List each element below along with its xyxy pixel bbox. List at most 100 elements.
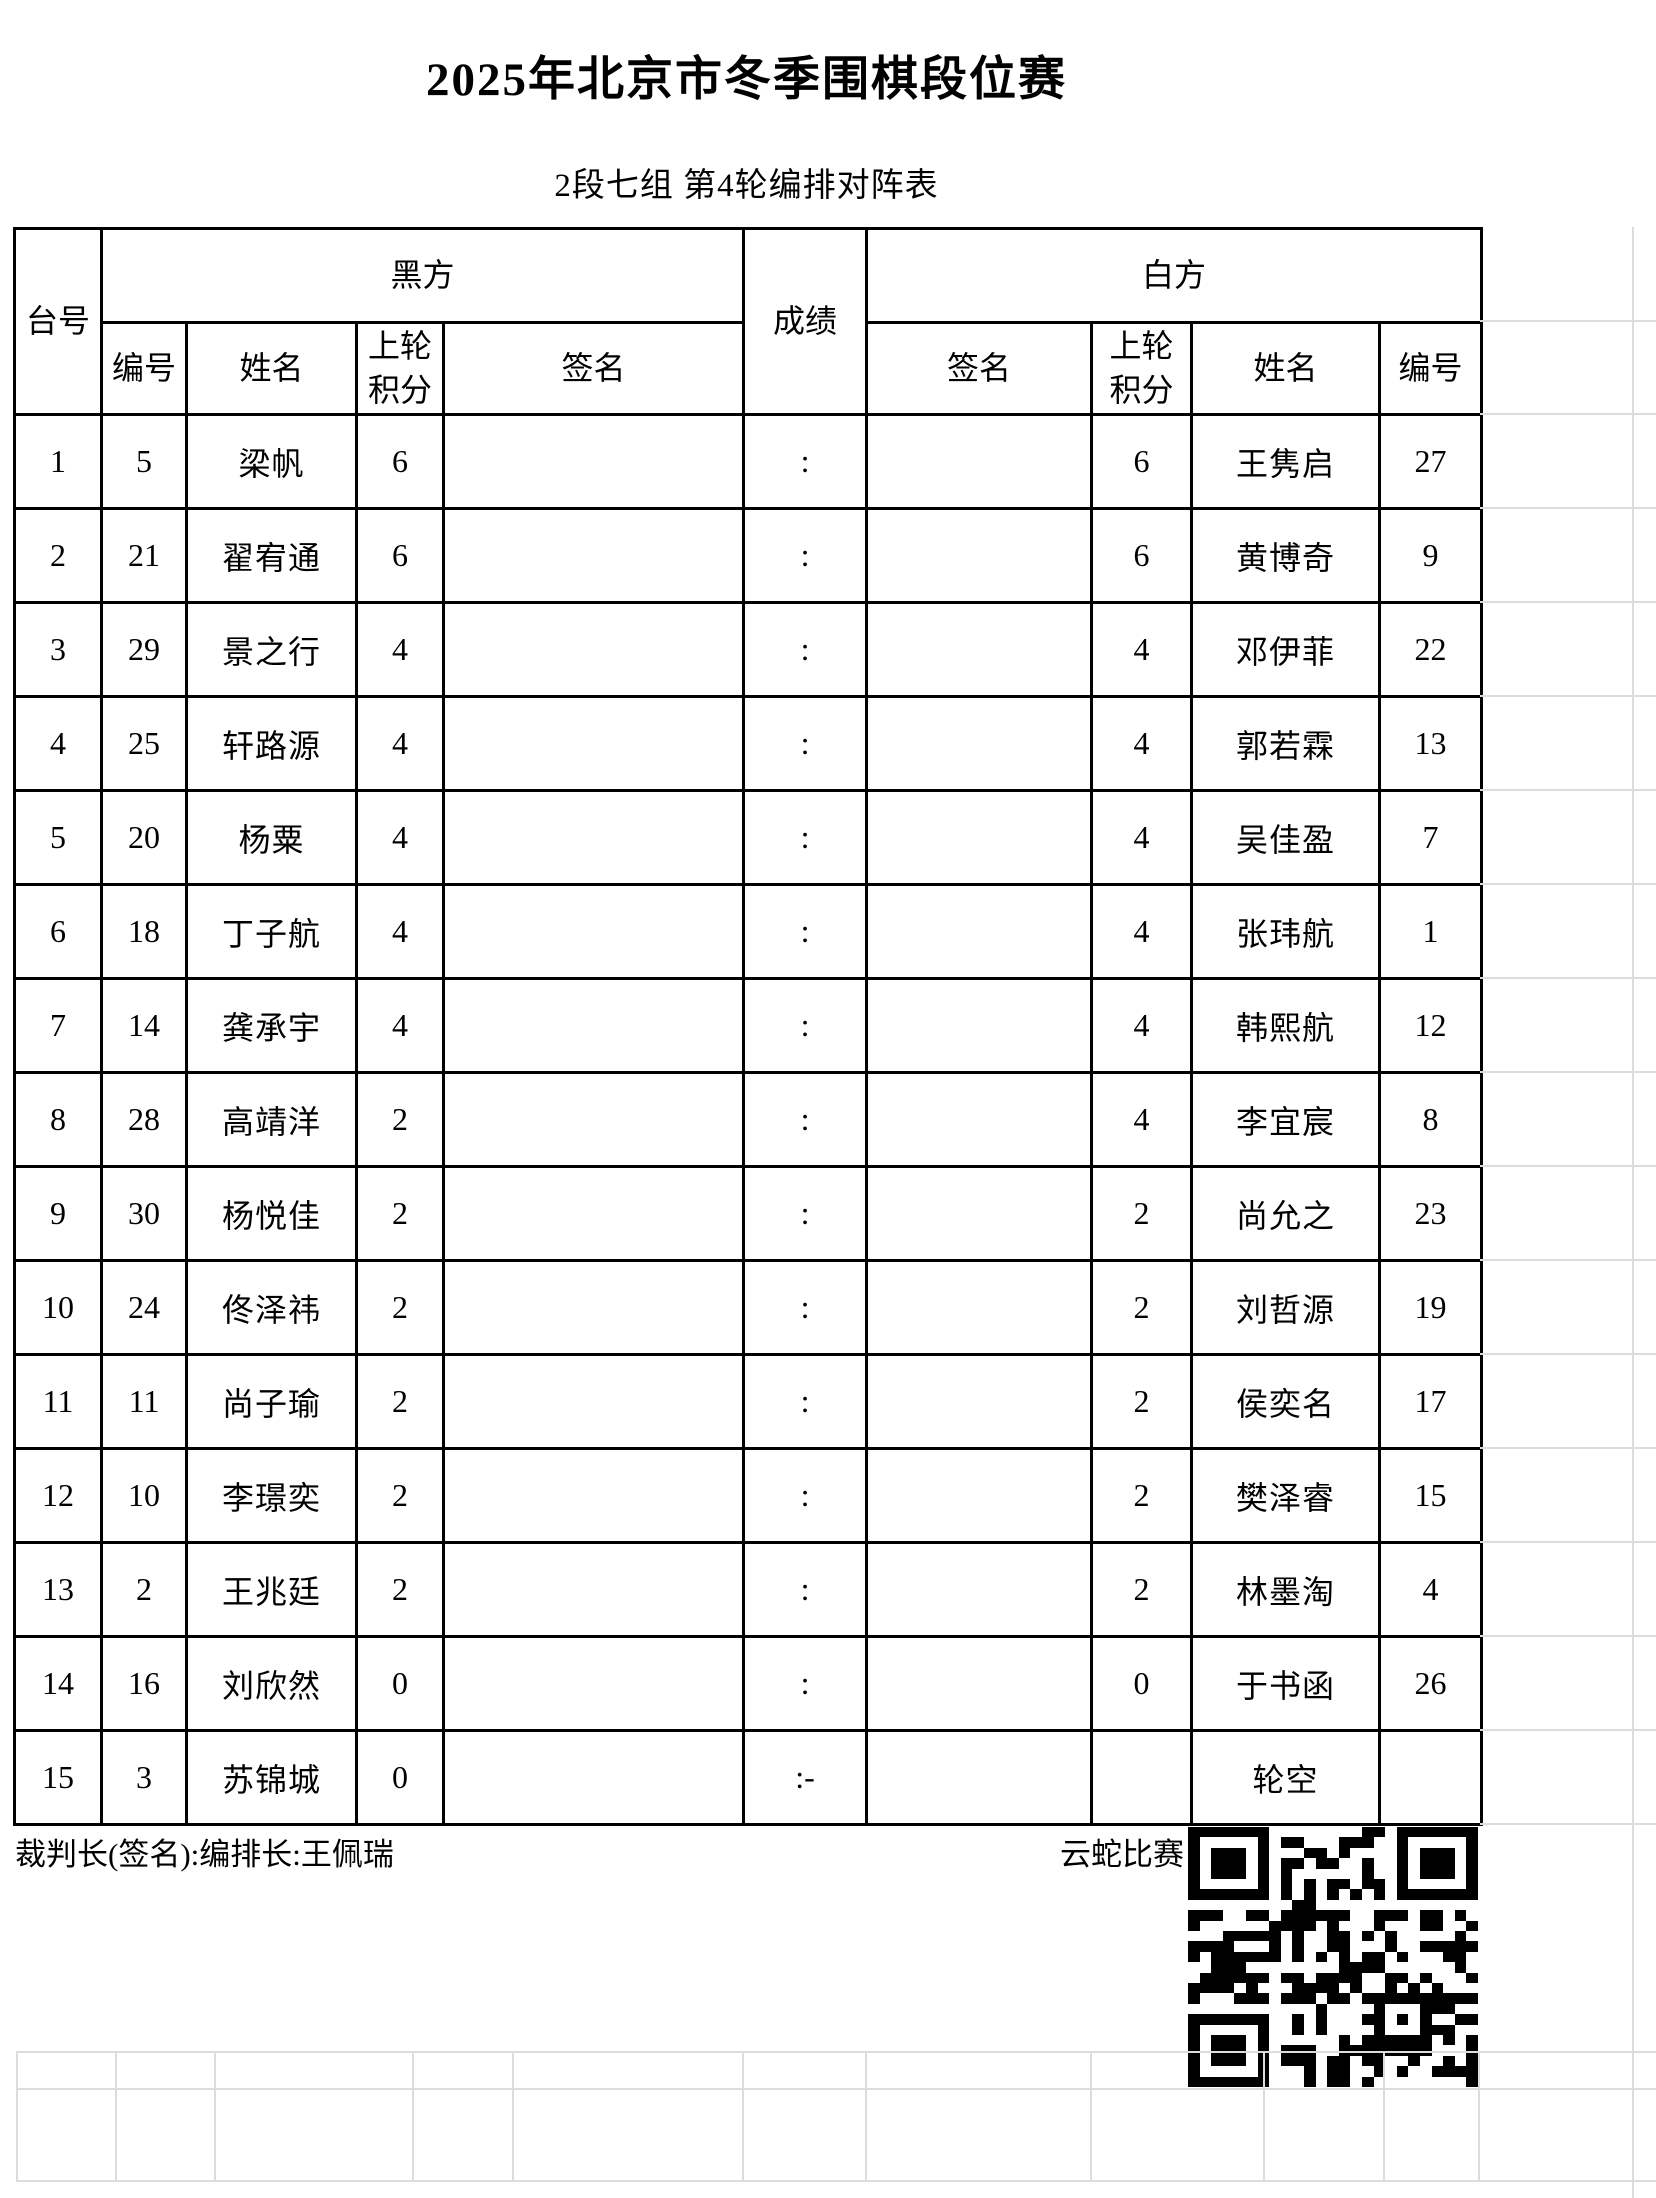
qr-module: [1234, 1847, 1246, 1859]
white-signature-cell: [865, 695, 1094, 792]
black-signature-cell: [441, 695, 746, 792]
qr-module: [1292, 1982, 1304, 1994]
qr-module: [1385, 2024, 1397, 2035]
qr-module: [1454, 1827, 1467, 1838]
qr-module: [1385, 1889, 1397, 1900]
qr-module: [1396, 1941, 1409, 1952]
qr-module: [1443, 1993, 1455, 2004]
qr-module: [1222, 1868, 1235, 1879]
qr-module: [1466, 2014, 1478, 2025]
black-name-cell: 丁子航: [185, 883, 358, 980]
white-signature-cell: [865, 601, 1094, 698]
qr-module: [1222, 1847, 1235, 1859]
qr-module: [1373, 2024, 1386, 2035]
qr-module: [1269, 1941, 1281, 1952]
black-points-cell: 2: [355, 1165, 445, 1262]
qr-module: [1420, 1899, 1432, 1911]
qr-module: [1396, 1889, 1409, 1900]
qr-module: [1350, 1878, 1362, 1890]
qr-module: [1292, 2024, 1304, 2035]
score-cell: :: [742, 1165, 869, 1262]
qr-module: [1396, 2014, 1409, 2025]
qr-module: [1211, 1972, 1223, 1983]
qr-module: [1234, 1930, 1246, 1942]
qr-module: [1315, 1889, 1328, 1900]
qr-module: [1246, 2045, 1258, 2056]
qr-module: [1420, 1878, 1432, 1890]
qr-module: [1373, 1847, 1386, 1859]
qr-module: [1454, 2034, 1467, 2046]
qr-module: [1304, 2076, 1316, 2087]
qr-module: [1466, 1982, 1478, 1994]
black-points-cell: 2: [355, 1353, 445, 1450]
qr-module: [1199, 1962, 1212, 1973]
qr-module: [1188, 1889, 1200, 1900]
qr-module: [1188, 2024, 1200, 2035]
qr-module: [1362, 1920, 1374, 1931]
qr-module: [1466, 2066, 1478, 2077]
qr-module: [1408, 1982, 1420, 1994]
faint-gridline: [1480, 601, 1656, 603]
qr-module: [1350, 1930, 1362, 1942]
page-title: 2025年北京市冬季围棋段位赛: [426, 54, 1067, 106]
qr-module: [1304, 2066, 1316, 2077]
qr-module: [1269, 2003, 1281, 2015]
faint-gridline: [1480, 413, 1656, 415]
qr-module: [1304, 1837, 1316, 1848]
qr-module: [1234, 2003, 1246, 2015]
qr-module: [1292, 1899, 1304, 1911]
qr-module: [1234, 1941, 1246, 1952]
qr-module: [1385, 1982, 1397, 1994]
qr-module: [1304, 1941, 1316, 1952]
qr-module: [1292, 1930, 1304, 1942]
qr-module: [1234, 1982, 1246, 1994]
white-points-cell: 2: [1090, 1165, 1194, 1262]
qr-module: [1280, 2034, 1293, 2046]
board-cell: 5: [13, 789, 103, 886]
qr-module: [1257, 1827, 1270, 1838]
white-name-cell: 王隽启: [1190, 413, 1382, 510]
qr-module: [1338, 2034, 1351, 2046]
qr-module: [1222, 1878, 1235, 1890]
qr-module: [1350, 1972, 1362, 1983]
header-white-prev-points-label: 上轮积分: [1109, 328, 1174, 408]
qr-module: [1199, 1878, 1212, 1890]
qr-module: [1431, 1982, 1444, 1994]
qr-module: [1315, 1837, 1328, 1848]
qr-module: [1246, 1858, 1258, 1869]
board-cell: 8: [13, 1071, 103, 1168]
qr-module: [1292, 2034, 1304, 2046]
qr-module: [1443, 1827, 1455, 1838]
white-signature-cell: [865, 507, 1094, 604]
qr-module: [1454, 2066, 1467, 2077]
qr-module: [1246, 2034, 1258, 2046]
qr-module: [1373, 1982, 1386, 1994]
board-cell: 11: [13, 1353, 103, 1450]
qr-module: [1431, 2066, 1444, 2077]
qr-module: [1431, 1941, 1444, 1952]
qr-module: [1373, 2045, 1386, 2056]
qr-module: [1396, 1837, 1409, 1848]
qr-module: [1466, 1837, 1478, 1848]
qr-module: [1420, 2076, 1432, 2087]
qr-module: [1199, 1951, 1212, 1963]
board-cell: 14: [13, 1635, 103, 1732]
qr-module: [1327, 2014, 1339, 2025]
qr-module: [1211, 2034, 1223, 2046]
qr-module: [1373, 1910, 1386, 1921]
qr-module: [1420, 2034, 1432, 2046]
qr-module: [1373, 1827, 1386, 1838]
qr-module: [1408, 1827, 1420, 1838]
faint-gridline: [1480, 883, 1656, 885]
qr-module: [1211, 2003, 1223, 2015]
faint-gridline: [1480, 1447, 1656, 1449]
qr-module: [1385, 2076, 1397, 2087]
qr-module: [1338, 1878, 1351, 1890]
header-white-side: 白方: [865, 227, 1484, 324]
qr-module: [1280, 1878, 1293, 1890]
qr-module: [1222, 1837, 1235, 1848]
qr-module: [1246, 1827, 1258, 1838]
white-points-cell: 4: [1090, 883, 1194, 980]
qr-module: [1338, 1982, 1351, 1994]
qr-module: [1454, 1930, 1467, 1942]
